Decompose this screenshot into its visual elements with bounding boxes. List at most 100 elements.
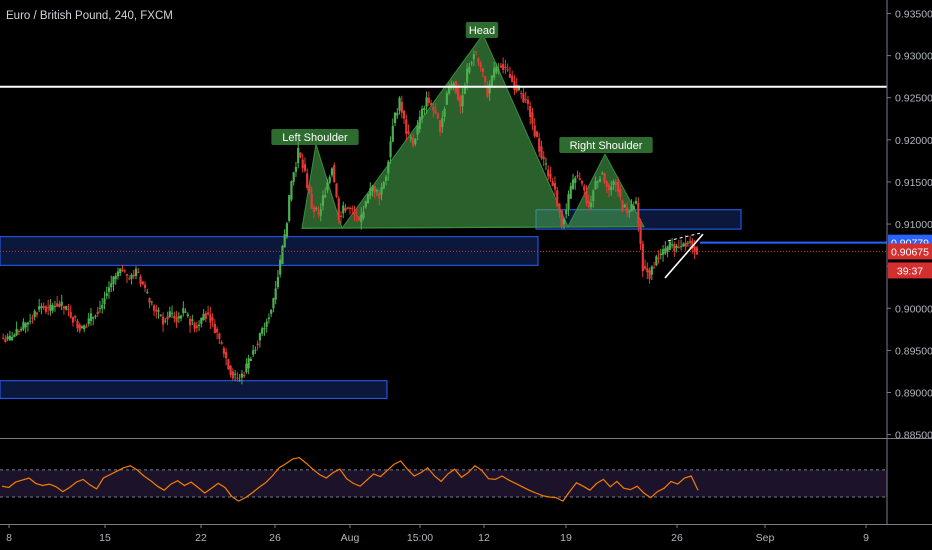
- candle-body: [364, 201, 367, 208]
- time-tick-label: 8: [6, 532, 12, 544]
- candle-body: [580, 181, 584, 184]
- candlestick-series: [2, 50, 698, 385]
- candle-body: [657, 257, 660, 259]
- candle-body: [452, 83, 455, 86]
- candle-body: [560, 210, 563, 227]
- candle-body: [405, 119, 408, 134]
- candle-body: [139, 276, 142, 284]
- candle-body: [321, 195, 325, 206]
- candle-body: [693, 246, 696, 252]
- candle-body: [166, 316, 169, 320]
- candle-body: [695, 247, 698, 255]
- candle-body: [288, 195, 291, 221]
- trend-line[interactable]: [664, 233, 704, 279]
- candle-body: [641, 243, 644, 272]
- candle-body: [299, 152, 302, 158]
- current-price-badge-text: 0.90675: [891, 246, 929, 258]
- candle-body: [245, 363, 248, 373]
- candle-body: [225, 352, 228, 359]
- candle-body: [342, 205, 345, 214]
- candle-body: [576, 175, 579, 177]
- rsi-line: [1, 456, 699, 502]
- candle-body: [112, 276, 115, 284]
- candle-body: [274, 288, 277, 300]
- candle-body: [60, 301, 63, 306]
- candle-body: [409, 137, 412, 139]
- candle-body: [51, 305, 54, 311]
- candle-body: [186, 314, 189, 317]
- candle-body: [486, 86, 489, 98]
- candle-body: [56, 303, 59, 307]
- candle-body: [206, 312, 210, 315]
- candle-body: [128, 278, 131, 280]
- candle-body: [549, 173, 552, 179]
- candle-body: [261, 328, 264, 334]
- time-tick-label: Aug: [341, 532, 360, 544]
- candle-body: [427, 97, 430, 103]
- candle-body: [256, 343, 259, 346]
- left-shoulder-label-box: [271, 129, 359, 145]
- time-tick-label: Sep: [756, 532, 775, 544]
- left-shoulder-label: Left Shoulder: [282, 132, 348, 144]
- candle-body: [17, 330, 20, 332]
- neckline: [301, 225, 645, 229]
- candle-body: [497, 69, 500, 71]
- candle-body: [432, 106, 435, 111]
- candle-body: [506, 69, 509, 71]
- time-tick-label: 26: [671, 532, 683, 544]
- price-tick-label: 0.89000: [895, 388, 932, 400]
- candle-body: [24, 323, 27, 328]
- candle-body: [661, 249, 665, 255]
- candle-body: [143, 284, 147, 288]
- candle-body: [533, 125, 536, 137]
- candle-body: [211, 317, 214, 321]
- candle-body: [443, 108, 446, 117]
- candle-body: [601, 173, 604, 175]
- candle-body: [384, 176, 388, 182]
- candle-body: [659, 253, 662, 256]
- candle-body: [213, 323, 216, 334]
- candle-body: [504, 67, 507, 69]
- zone-middle[interactable]: [0, 236, 539, 266]
- candle-body: [668, 241, 671, 250]
- candle-body: [484, 76, 487, 82]
- candle-body: [587, 200, 590, 207]
- candle-body: [220, 342, 223, 344]
- candle-body: [348, 207, 352, 209]
- candle-body: [58, 303, 61, 307]
- candle-body: [366, 194, 370, 203]
- candle-body: [630, 204, 633, 212]
- candle-body: [155, 309, 158, 312]
- candle-body: [475, 51, 478, 53]
- candle-body: [240, 373, 243, 378]
- candle-body: [605, 181, 608, 187]
- candle-body: [344, 207, 347, 211]
- head-label: Head: [469, 25, 495, 37]
- candle-body: [468, 66, 471, 73]
- candle-body: [312, 207, 316, 212]
- candle-body: [132, 274, 135, 277]
- candle-body: [105, 293, 108, 297]
- candle-body: [125, 274, 129, 276]
- candle-body: [218, 333, 221, 339]
- price-tick-label: 0.93000: [895, 51, 932, 63]
- candle-body: [123, 270, 126, 272]
- candle-body: [33, 310, 36, 318]
- right-shoulder-label-box: [559, 137, 653, 153]
- candle-body: [114, 275, 117, 280]
- candle-body: [407, 131, 410, 134]
- candle-body: [4, 338, 7, 343]
- candle-body: [222, 348, 225, 354]
- candle-body: [44, 306, 48, 312]
- candle-body: [87, 318, 90, 324]
- candle-body: [540, 146, 543, 159]
- support-resistance-zones: [0, 209, 742, 399]
- candle-body: [578, 178, 581, 180]
- candle-body: [387, 161, 390, 174]
- time-tick-label: 9: [863, 532, 869, 544]
- candle-body: [637, 202, 640, 225]
- zone-lower[interactable]: [0, 380, 388, 399]
- candle-body: [227, 359, 230, 370]
- candle-body: [438, 120, 442, 133]
